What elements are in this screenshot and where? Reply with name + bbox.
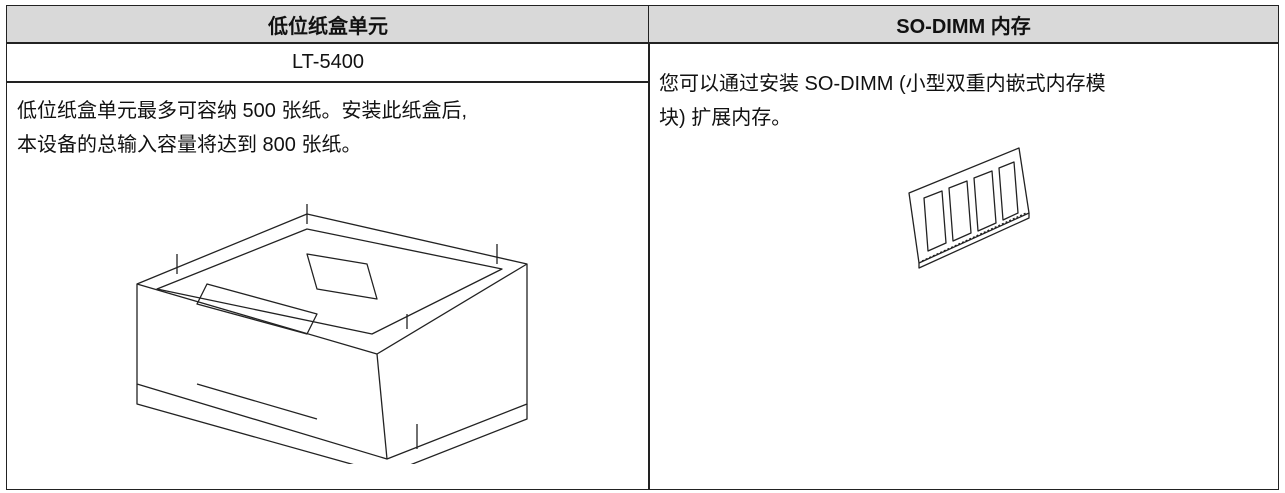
model-text: LT-5400 <box>292 51 364 73</box>
tray-edge <box>376 353 388 460</box>
tray-outline <box>136 213 528 460</box>
description-line: 低位纸盒单元最多可容纳 500 张纸。安装此纸盒后, <box>17 100 468 122</box>
tray-guide <box>306 253 378 300</box>
tray-edge <box>136 263 528 355</box>
header-text: 低位纸盒单元 <box>268 16 388 38</box>
tray-pins <box>176 204 498 329</box>
description-line: 块) 扩展内存。 <box>659 107 792 129</box>
description-line: 您可以通过安装 SO-DIMM (小型双重内嵌式内存模 <box>659 73 1106 95</box>
tray-illustration <box>136 204 528 464</box>
memory-chips <box>923 161 1019 252</box>
right-body-cell: 您可以通过安装 SO-DIMM (小型双重内嵌式内存模 块) 扩展内存。 <box>648 42 1279 490</box>
model-cell: LT-5400 <box>6 42 650 83</box>
tray-inner <box>156 228 503 335</box>
memory-illustration <box>908 147 1030 269</box>
memory-contacts <box>921 212 1027 262</box>
memory-edge <box>918 213 1030 269</box>
tray-detail <box>196 383 418 449</box>
header-text: SO-DIMM 内存 <box>896 16 1031 38</box>
tray-base <box>136 384 528 464</box>
description-line: 本设备的总输入容量将达到 800 张纸。 <box>17 134 362 156</box>
left-body-cell: 低位纸盒单元最多可容纳 500 张纸。安装此纸盒后, 本设备的总输入容量将达到 … <box>6 81 650 490</box>
header-cell: SO-DIMM 内存 <box>648 5 1279 44</box>
header-cell: 低位纸盒单元 <box>6 5 650 44</box>
tray-plate <box>196 283 318 335</box>
